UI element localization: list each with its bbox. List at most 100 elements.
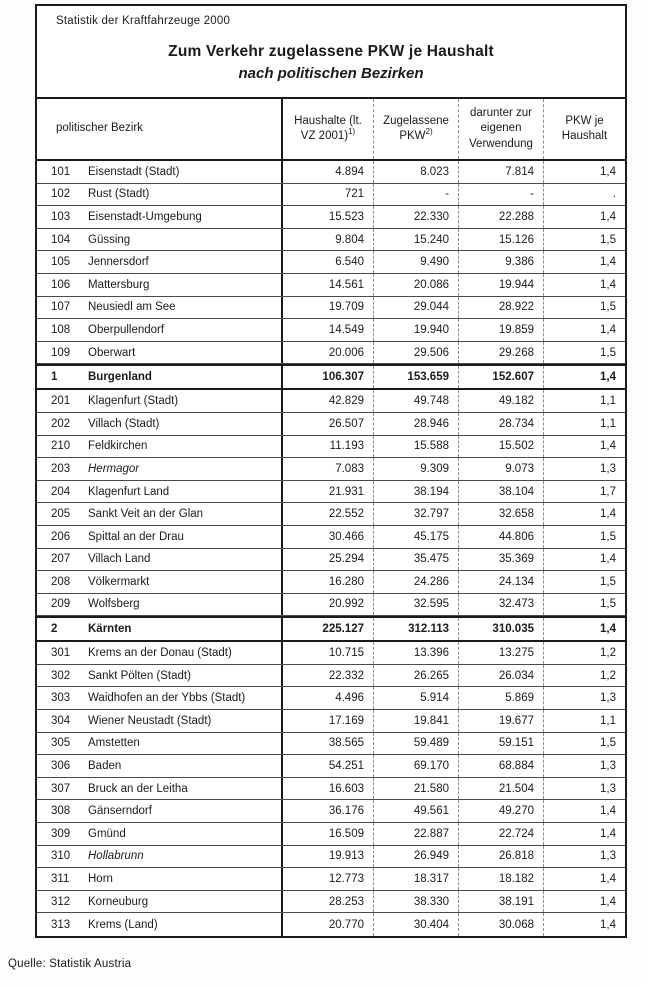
district-code: 308 [51,805,71,818]
district-name: Hermagor [88,462,140,475]
registered-pkw-value: - [373,183,458,206]
table-row: 207 Villach Land 25.294 35.475 35.369 1,4 [37,548,625,572]
registered-pkw-value: 30.404 [373,913,458,936]
households-value: 38.565 [328,737,364,750]
district-name: Oberpullendorf [88,323,165,336]
column-header-label: Zugelassene PKW2) [383,114,449,142]
district-cell: 304 Wiener Neustadt (Stadt) [37,710,283,732]
district-cell: 303 Waidhofen an der Ybbs (Stadt) [37,687,283,710]
own-use-value: 35.369 [458,548,543,571]
own-use-value: 49.182 [458,390,543,412]
table-row: 108 Oberpullendorf 14.549 19.940 19.859 1,4 [37,319,625,342]
registered-pkw-value: 19.841 [373,710,458,732]
pkw-per-household-value: 1,2 [543,664,625,687]
district-code: 210 [51,440,71,453]
district-code: 305 [51,737,71,750]
table-row: 106 Mattersburg 14.561 20.086 19.944 1,4 [37,273,625,297]
table-row: 206 Spittal an der Drau 30.466 45.175 44.806… [37,525,625,549]
column-header-haushalte: Haushalte (lt. VZ 2001)1) [283,99,373,159]
table-row: 313 Krems (Land) 20.770 30.404 30.068 1,4 [37,913,625,936]
table-row: 311 Horn 12.773 18.317 18.182 1,4 [37,868,625,891]
column-header-label: politischer Bezirk [56,122,143,135]
district-cell: 209 Wolfsberg [37,593,283,616]
district-code: 201 [51,395,71,408]
district-code: 312 [51,895,71,908]
pkw-per-household-value: 1,4 [543,868,625,890]
table-header-area: Statistik der Kraftfahrzeuge 2000 Zum Ve… [37,6,625,97]
households-value: 7.083 [335,462,364,475]
households-value: 19.709 [328,301,364,314]
pkw-per-household-value: 1,4 [543,435,625,458]
table-row: 204 Klagenfurt Land 21.931 38.194 38.104 1,7 [37,480,625,504]
district-cell: 312 Korneuburg [37,890,283,913]
district-name: Kärnten [88,623,132,636]
households-value: 9.804 [335,233,364,246]
district-cell: 306 Baden [37,755,283,777]
pkw-per-household-value: 1,7 [543,480,625,503]
own-use-value: 49.270 [458,800,543,823]
district-code: 2 [51,623,58,636]
district-cell: 101 Eisenstadt (Stadt) [37,161,283,183]
own-use-value: 15.126 [458,228,543,251]
own-use-value: 15.502 [458,435,543,458]
district-name: Gmünd [88,827,126,840]
registered-pkw-value: 49.748 [373,390,458,412]
district-code: 209 [51,598,71,611]
own-use-value: 44.806 [458,525,543,548]
district-name: Baden [88,760,122,773]
district-name: Feldkirchen [88,440,148,453]
district-name: Rust (Stadt) [88,188,150,201]
pkw-per-household-value: 1,3 [543,777,625,800]
column-header-label: Haushalte (lt. VZ 2001)1) [294,114,362,142]
own-use-value: 21.504 [458,777,543,800]
table-row: 209 Wolfsberg 20.992 32.595 32.473 1,5 [37,593,625,617]
table-row: 105 Jennersdorf 6.540 9.490 9.386 1,4 [37,251,625,274]
registered-pkw-value: 38.330 [373,890,458,913]
table-row: 109 Oberwart 20.006 29.506 29.268 1,5 [37,341,625,365]
column-header-eigene-verwendung: darunter zur eigenen Verwendung [458,99,543,159]
registered-pkw-value: 49.561 [373,800,458,823]
own-use-value: 18.182 [458,868,543,890]
district-name: Klagenfurt Land [88,485,170,498]
source-note: Quelle: Statistik Austria [8,958,132,970]
households-value: 16.509 [328,827,364,840]
own-use-value: 19.944 [458,273,543,296]
district-code: 104 [51,233,71,246]
pkw-per-household-value: 1,4 [543,548,625,571]
district-cell: 207 Villach Land [37,548,283,571]
footnote-marker: 2) [425,127,433,137]
district-name: Völkermarkt [88,575,150,588]
district-code: 304 [51,714,71,727]
households-value: 36.176 [328,805,364,818]
pkw-per-household-value: 1,3 [543,458,625,480]
own-use-value: 32.658 [458,503,543,525]
pkw-per-household-value: 1,5 [543,593,625,616]
district-name: Klagenfurt (Stadt) [88,395,179,408]
households-value: 19.913 [328,850,364,863]
own-use-value: 38.104 [458,480,543,503]
own-use-value: 152.607 [458,366,543,389]
households-value: 20.992 [328,598,364,611]
registered-pkw-value: 22.330 [373,206,458,228]
district-cell: 210 Feldkirchen [37,435,283,458]
own-use-value: 26.034 [458,664,543,687]
district-cell: 307 Bruck an der Leitha [37,777,283,800]
households-value: 10.715 [328,647,364,660]
households-value: 225.127 [322,623,364,636]
registered-pkw-value: 312.113 [373,618,458,641]
registered-pkw-value: 38.194 [373,480,458,503]
households-value: 11.193 [329,440,364,453]
households-value: 22.552 [328,508,364,521]
households-value: 6.540 [335,256,364,269]
pkw-per-household-value: 1,3 [543,755,625,777]
registered-pkw-value: 29.506 [373,341,458,364]
district-name: Krems (Land) [88,918,158,931]
district-code: 311 [51,873,70,886]
column-header-label: darunter zur eigenen Verwendung [469,107,533,150]
district-cell: 103 Eisenstadt-Umgebung [37,206,283,228]
households-value: 20.006 [328,346,364,359]
district-name: Villach (Stadt) [88,417,160,430]
district-cell: 302 Sankt Pölten (Stadt) [37,664,283,687]
households-value: 721 [344,188,364,201]
district-name: Krems an der Donau (Stadt) [88,647,232,660]
